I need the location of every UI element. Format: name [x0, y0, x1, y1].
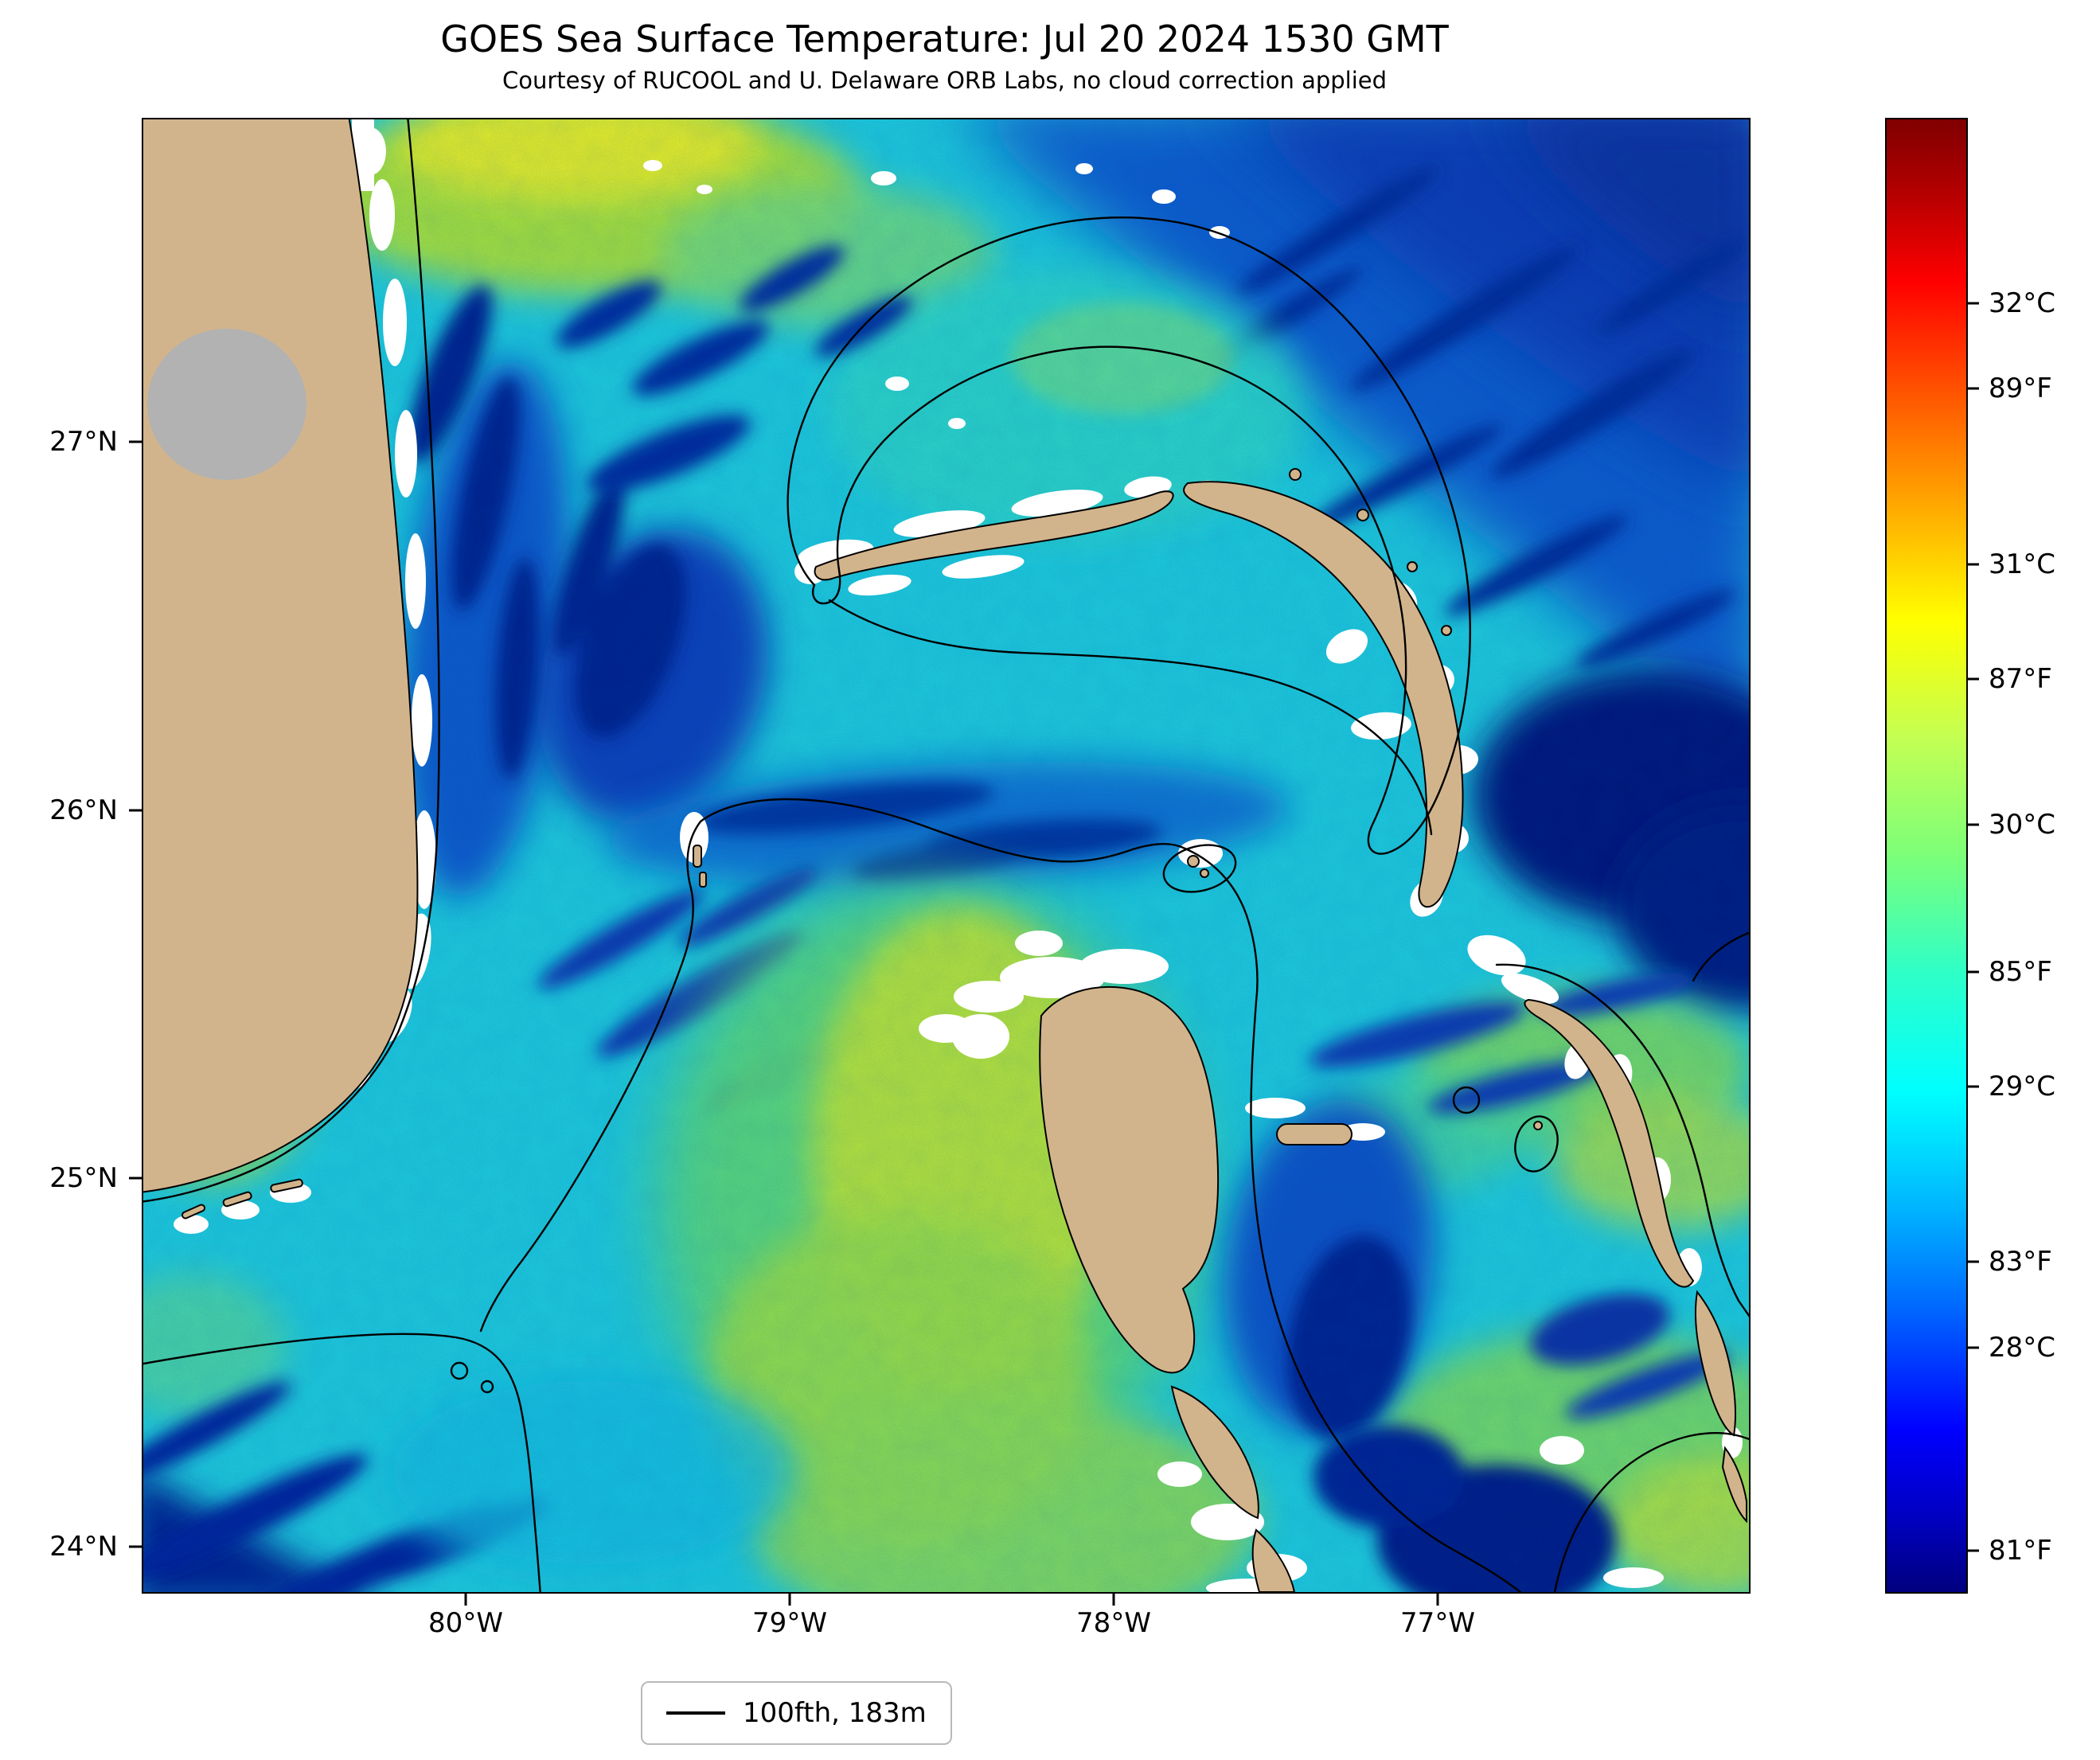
- eleuthera-island: [1524, 998, 1695, 1288]
- lat-tick-label: 24°N: [49, 1531, 118, 1563]
- colorbar-tick-label: 81°F: [1989, 1535, 2052, 1567]
- isobath-southwest: [143, 1333, 541, 1592]
- temperature-colorbar: [1885, 118, 1968, 1594]
- colorbar-tick-mark: [1966, 1346, 1979, 1349]
- lon-tick-mark: [1112, 1593, 1115, 1606]
- colorbar-tick-label: 30°C: [1989, 809, 2056, 841]
- colorbar-tick-label: 87°F: [1989, 663, 2052, 695]
- colorbar-tick-mark: [1966, 677, 1979, 681]
- map-plot-area: [142, 118, 1751, 1594]
- colorbar-tick-mark: [1966, 970, 1979, 974]
- exuma-cay: [1533, 1121, 1543, 1130]
- colorbar-tick-label: 29°C: [1989, 1071, 2056, 1102]
- south-andros-island: [1170, 1385, 1259, 1520]
- lat-tick-mark: [129, 1545, 142, 1548]
- colorbar-tick-mark: [1966, 302, 1979, 305]
- isobath-channel-north-wall: [828, 599, 1433, 836]
- lat-tick-mark: [129, 809, 142, 812]
- colorbar-tick-label: 32°C: [1989, 287, 2056, 319]
- berry-islands: [1187, 855, 1209, 878]
- figure-subtitle: Courtesy of RUCOOL and U. Delaware ORB L…: [502, 67, 1388, 94]
- legend-line-sample: [666, 1711, 725, 1715]
- ocean-temperature-field: [143, 119, 1749, 1592]
- lon-tick-mark: [1436, 1593, 1439, 1606]
- lon-tick-mark: [788, 1593, 791, 1606]
- sst-map: [143, 119, 1749, 1592]
- south-andros-tail: [1251, 1528, 1296, 1592]
- lake-okeechobee-gray-patch: [147, 329, 306, 480]
- colorbar-tick-label: 83°F: [1989, 1246, 2052, 1278]
- isobath-right-edge: [1692, 931, 1749, 982]
- lat-tick-label: 27°N: [49, 426, 118, 458]
- bimini-islands: [693, 845, 707, 888]
- abaco-island: [1183, 481, 1464, 908]
- colorbar-tick-label: 28°C: [1989, 1332, 2056, 1364]
- lat-tick-mark: [129, 1177, 142, 1180]
- andros-island: [1039, 985, 1220, 1374]
- lon-tick-label: 79°W: [752, 1607, 827, 1639]
- colorbar-tick-label: 31°C: [1989, 548, 2056, 580]
- figure-title: GOES Sea Surface Temperature: Jul 20 202…: [440, 18, 1449, 60]
- abaco-cays: [1289, 468, 1452, 636]
- lon-tick-label: 80°W: [428, 1607, 503, 1639]
- land-masses: [143, 119, 1747, 1592]
- colorbar-tick-mark: [1966, 1549, 1979, 1552]
- colorbar-tick-mark: [1966, 1085, 1979, 1088]
- new-providence-island: [1276, 1123, 1353, 1145]
- isobath-great-bahama-bank-north: [699, 798, 1522, 1592]
- lon-tick-label: 78°W: [1076, 1607, 1151, 1639]
- lon-tick-label: 77°W: [1400, 1607, 1475, 1639]
- isobath-southeast: [1553, 1432, 1749, 1592]
- legend-label: 100fth, 183m: [743, 1697, 927, 1729]
- lon-tick-mark: [464, 1593, 467, 1606]
- isobath-great-bahama-bank-west: [479, 820, 702, 1333]
- isobath-little-bahama-bank: [787, 216, 1471, 855]
- lat-tick-label: 25°N: [49, 1162, 118, 1194]
- long-island-fragment: [1721, 1446, 1747, 1524]
- legend: 100fth, 183m: [641, 1681, 952, 1745]
- grand-bahama-island: [814, 490, 1174, 581]
- colorbar-tick-mark: [1966, 387, 1979, 390]
- isobath-florida-shelf: [143, 119, 440, 1203]
- isobath-eleuthera-bank: [1495, 963, 1749, 1317]
- colorbar-tick-mark: [1966, 823, 1979, 826]
- colorbar-tick-mark: [1966, 563, 1979, 566]
- florida-keys: [181, 1178, 303, 1220]
- lat-tick-label: 26°N: [49, 794, 118, 826]
- isobath-contours: [143, 119, 1749, 1592]
- colorbar-tick-label: 85°F: [1989, 956, 2052, 988]
- lat-tick-mark: [129, 440, 142, 443]
- colorbar-tick-label: 89°F: [1989, 373, 2052, 404]
- colorbar-tick-mark: [1966, 1260, 1979, 1263]
